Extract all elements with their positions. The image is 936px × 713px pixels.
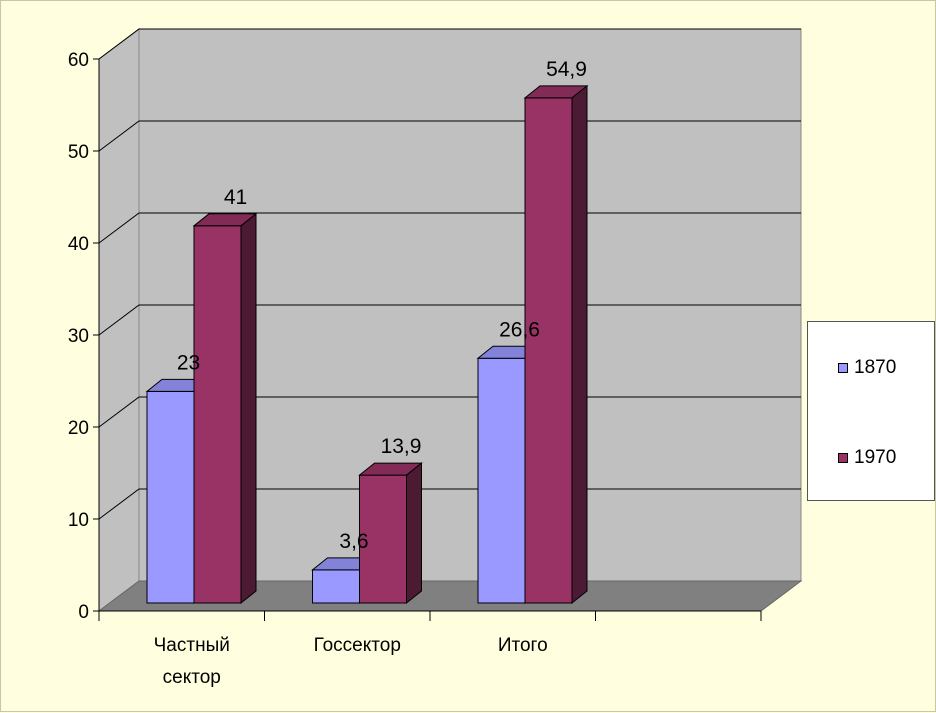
legend-label-1970: 1970 [854,447,897,468]
data-label-1870-1: 3,6 [339,530,368,553]
data-label-1870-2: 26,6 [499,318,540,341]
legend-swatch-1870 [838,363,848,373]
legend: 1870 1970 [807,321,935,501]
legend-item-1870: 1870 [838,357,896,379]
x-tick-label: Итого [498,635,548,656]
bar-side-1970-1 [406,462,422,605]
data-label-1970-0: 41 [224,186,247,209]
data-label-1970-1: 13,9 [381,435,422,458]
y-tick-label: 0 [78,602,89,623]
bar-1870-0 [146,390,195,604]
bar-1870-2 [477,357,526,604]
axes: 0 10 20 30 40 50 60 Частный сектор Госсектор Итого [68,50,762,688]
bar-side-1970-2 [571,84,588,605]
bar-1970-1 [359,474,407,604]
legend-label-1870: 1870 [854,357,897,378]
y-tick-label: 20 [68,418,89,439]
x-tick-label: Частный сектор [154,635,230,688]
bars [145,84,589,605]
y-tick-label: 60 [68,50,89,71]
bar-side-1970-0 [240,212,257,605]
y-tick-label: 10 [68,510,89,531]
y-tick-label: 30 [68,326,89,347]
labels: 23 41 3,6 13,9 26,6 54,9 [177,58,587,553]
legend-swatch-1970 [838,453,848,463]
legend-item-1970: 1970 [838,447,896,469]
bar-1870-1 [312,569,360,604]
y-tick-label: 50 [68,142,89,163]
bar-1970-2 [524,97,573,604]
x-tick-label: Госсектор [314,635,401,656]
data-label-1970-2: 54,9 [546,58,587,81]
bar-1970-0 [193,225,242,604]
y-tick-label: 40 [68,234,89,255]
data-label-1870-0: 23 [177,351,200,374]
gridline [98,28,801,60]
